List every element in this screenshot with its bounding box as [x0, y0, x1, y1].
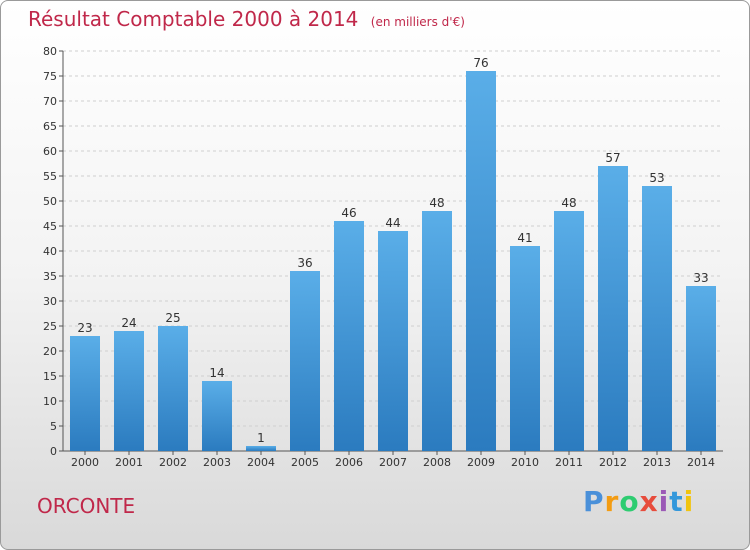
bar-2002: [158, 326, 188, 451]
data-label-2001: 24: [121, 316, 136, 330]
bar-2000: [70, 336, 100, 451]
y-tick-label: 60: [43, 145, 57, 158]
logo-letter: t: [669, 485, 684, 518]
x-tick-label-2011: 2011: [555, 456, 583, 469]
logo-letter: P: [583, 485, 605, 518]
x-tick-label-2003: 2003: [203, 456, 231, 469]
data-label-2011: 48: [561, 196, 576, 210]
x-tick-label-2001: 2001: [115, 456, 143, 469]
x-tick-label-2006: 2006: [335, 456, 363, 469]
x-tick-label-2000: 2000: [71, 456, 99, 469]
bar-2004: [246, 446, 276, 451]
x-tick-label-2009: 2009: [467, 456, 495, 469]
data-label-2000: 23: [77, 321, 92, 335]
logo-letter: x: [639, 485, 659, 518]
y-tick-label: 35: [43, 270, 57, 283]
data-label-2009: 76: [473, 56, 488, 70]
data-label-2007: 44: [385, 216, 400, 230]
x-tick-label-2005: 2005: [291, 456, 319, 469]
bar-2003: [202, 381, 232, 451]
y-tick-label: 65: [43, 120, 57, 133]
bar-2013: [642, 186, 672, 451]
y-tick-label: 30: [43, 295, 57, 308]
y-tick-label: 80: [43, 45, 57, 58]
bar-2010: [510, 246, 540, 451]
y-tick-label: 55: [43, 170, 57, 183]
y-tick-label: 40: [43, 245, 57, 258]
y-tick-label: 20: [43, 345, 57, 358]
bar-2012: [598, 166, 628, 451]
bar-2014: [686, 286, 716, 451]
x-axis-ticks: 2000 2001 2002 2003 2004 2005 2006 2007 2008 2009…: [71, 451, 715, 469]
x-tick-label-2010: 2010: [511, 456, 539, 469]
chart-unit-note: (en milliers d'€): [370, 15, 465, 29]
x-tick-label-2007: 2007: [379, 456, 407, 469]
y-tick-label: 5: [50, 420, 57, 433]
chart-title: Résultat Comptable 2000 à 2014 (en milli…: [28, 7, 465, 31]
data-label-2008: 48: [429, 196, 444, 210]
bar-2008: [422, 211, 452, 451]
bar-2007: [378, 231, 408, 451]
x-tick-label-2014: 2014: [687, 456, 715, 469]
x-tick-label-2002: 2002: [159, 456, 187, 469]
bars: [70, 71, 716, 451]
y-tick-label: 70: [43, 95, 57, 108]
y-tick-label: 45: [43, 220, 57, 233]
proxiti-logo: Proxiti: [583, 485, 694, 518]
x-tick-label-2008: 2008: [423, 456, 451, 469]
data-label-2012: 57: [605, 151, 620, 165]
y-tick-label: 50: [43, 195, 57, 208]
logo-letter: o: [619, 485, 640, 518]
y-axis-ticks: 0 5 10 15 20 25 30 35 40 45 50 55 60 65 70 75 80: [43, 45, 63, 458]
data-label-2014: 33: [693, 271, 708, 285]
data-label-2003: 14: [209, 366, 224, 380]
x-tick-label-2013: 2013: [643, 456, 671, 469]
y-tick-label: 25: [43, 320, 57, 333]
data-label-2010: 41: [517, 231, 532, 245]
y-tick-label: 10: [43, 395, 57, 408]
logo-letter: r: [604, 485, 620, 518]
data-label-2005: 36: [297, 256, 312, 270]
logo-letter: i: [683, 485, 695, 518]
data-label-2002: 25: [165, 311, 180, 325]
bar-2001: [114, 331, 144, 451]
y-tick-label: 0: [50, 445, 57, 458]
logo-letter: i: [658, 485, 670, 518]
bar-2011: [554, 211, 584, 451]
y-tick-label: 75: [43, 70, 57, 83]
chart-title-text: Résultat Comptable 2000 à 2014: [28, 7, 359, 31]
data-label-2006: 46: [341, 206, 356, 220]
bar-2005: [290, 271, 320, 451]
x-tick-label-2012: 2012: [599, 456, 627, 469]
commune-name: ORCONTE: [37, 494, 136, 518]
x-tick-label-2004: 2004: [247, 456, 275, 469]
bar-2006: [334, 221, 364, 451]
data-label-2004: 1: [257, 431, 265, 445]
data-label-2013: 53: [649, 171, 664, 185]
bar-2009: [466, 71, 496, 451]
y-tick-label: 15: [43, 370, 57, 383]
data-labels: 23 24 25 14 1 36 46 44 48 76 41 48 57 53 33: [77, 56, 708, 445]
